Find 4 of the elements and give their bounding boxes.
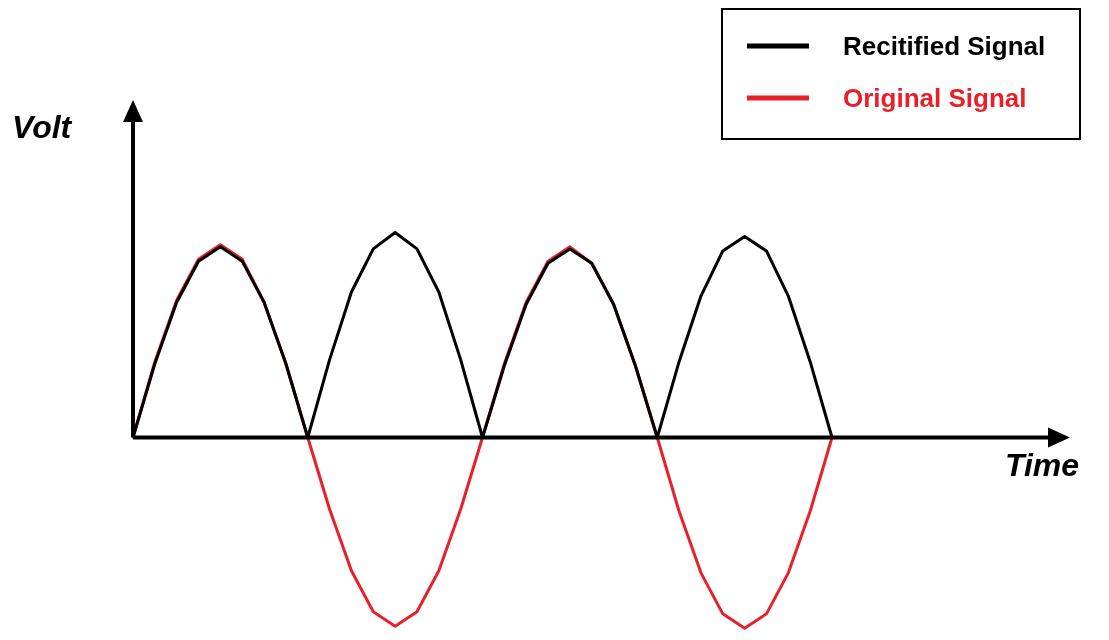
text: Time [1005,446,1080,483]
legend-label: Recitified Signal [843,30,1046,62]
legend-label: Original Signal [843,82,1027,114]
y-axis-title: Volt [12,109,73,145]
